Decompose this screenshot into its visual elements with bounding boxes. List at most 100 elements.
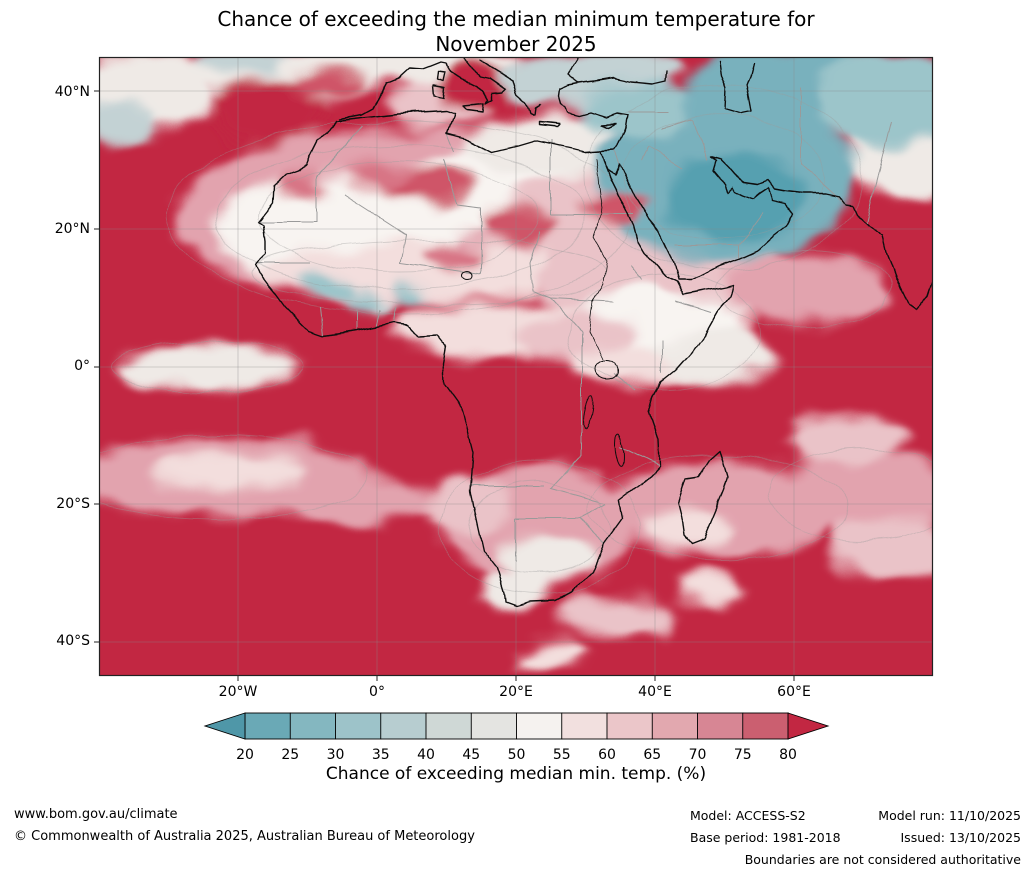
colorbar-tick-label: 35	[372, 747, 390, 763]
lat-tick-label: 20°S	[56, 496, 90, 512]
colorbar-tick-labels: 20 25 30 35 40 45 50 55 60 65 70 75 80	[236, 747, 797, 763]
field-blob-red	[351, 161, 411, 189]
lake-victoria	[594, 360, 618, 380]
colorbar-right-arrow	[787, 712, 830, 740]
africa-coastline	[255, 109, 735, 607]
colorbar-svg: 20 25 30 35 40 45 50 55 60 65 70 75 80	[203, 712, 830, 763]
lon-tick-label: 40°E	[638, 684, 672, 700]
colorbar-cell	[742, 712, 789, 740]
balkans-coastline	[480, 60, 514, 82]
chart-title: Chance of exceeding the median minimum t…	[99, 7, 933, 57]
colorbar-legend: 20 25 30 35 40 45 50 55 60 65 70 75 80	[203, 712, 831, 770]
colorbar-tick-label: 20	[236, 747, 254, 763]
field-blob-red	[214, 80, 324, 144]
field-blob	[509, 641, 589, 669]
footer-base-period: Base period: 1981-2018	[690, 830, 841, 845]
field-blob	[654, 329, 774, 385]
field-blob	[679, 574, 743, 604]
lake-malawi	[615, 434, 625, 466]
colorbar-tick-label: 50	[508, 747, 526, 763]
field-blob	[557, 597, 681, 637]
footer-copyright: © Commonwealth of Australia 2025, Austra…	[14, 829, 475, 844]
lat-tick-label: 0°	[74, 358, 90, 374]
colorbar-tick-label: 60	[598, 747, 616, 763]
colorbar-cells	[244, 712, 789, 740]
colorbar-cell	[380, 712, 427, 740]
field-blob	[479, 572, 549, 606]
lat-tick-label: 40°N	[54, 84, 90, 100]
colorbar-cell	[289, 712, 337, 740]
cyprus-outline	[600, 123, 618, 129]
colorbar-cell	[697, 712, 744, 740]
colorbar-tick-label: 80	[779, 747, 797, 763]
field-blob-teal	[394, 288, 428, 306]
field-blob	[99, 102, 159, 142]
field-blob-red	[278, 175, 330, 199]
colorbar-tick-label: 25	[281, 747, 299, 763]
colorbar-cell	[651, 712, 699, 740]
colorbar-tick-label: 30	[327, 747, 345, 763]
field-blob	[274, 473, 434, 525]
country-borders	[256, 87, 892, 562]
chart-title-line1: Chance of exceeding the median minimum t…	[217, 7, 815, 31]
footer-issued: Issued: 13/10/2025	[900, 830, 1022, 845]
field-blob	[194, 57, 304, 75]
colorbar-cell	[606, 712, 653, 740]
arabia-asia-coastline	[603, 156, 933, 312]
field-blob	[117, 345, 301, 389]
field-blob-red	[586, 193, 642, 221]
madagascar-outline	[677, 449, 729, 544]
field-blob-teal	[301, 272, 353, 298]
colorbar-tick-label: 65	[643, 747, 661, 763]
lat-tick-label: 20°N	[54, 221, 90, 237]
colorbar-tick-label: 45	[462, 747, 480, 763]
levant-turkey-coastline	[557, 88, 630, 152]
nile-river	[588, 159, 607, 361]
footer-disclaimer: Boundaries are not considered authoritat…	[744, 852, 1021, 867]
lon-tick-label: 60°E	[777, 684, 811, 700]
field-blob-teal	[664, 152, 804, 242]
field-blob	[427, 477, 511, 537]
field-blob-red	[481, 207, 557, 243]
lake-tanganyika	[583, 394, 595, 430]
axis-ticks	[94, 90, 795, 681]
field-blob	[149, 456, 309, 488]
colorbar-cell	[470, 712, 518, 740]
field-blob	[571, 347, 667, 387]
lon-tick-label: 20°E	[499, 684, 533, 700]
colorbar-label: Chance of exceeding median min. temp. (%…	[325, 764, 707, 784]
contour-lines	[99, 84, 933, 594]
black-sea-west-coastline	[567, 58, 580, 84]
colorbar-cell	[516, 712, 563, 740]
footer-model-run: Model run: 11/10/2025	[878, 808, 1021, 823]
colorbar-tick-label: 75	[734, 747, 752, 763]
field-blob	[829, 519, 933, 579]
europe-coastline	[338, 57, 507, 119]
probability-map-svg	[94, 56, 934, 681]
greece-coastline	[512, 80, 541, 116]
colorbar-cell	[244, 712, 291, 740]
field-blob-red	[424, 245, 484, 269]
coastlines	[255, 57, 933, 607]
sardinia-outline	[433, 84, 446, 99]
field-blob	[501, 533, 597, 581]
colorbar-tick-label: 40	[417, 747, 435, 763]
colorbar-cell	[425, 712, 472, 740]
corsica-outline	[436, 70, 446, 82]
sicily-outline	[462, 103, 484, 113]
field-blob	[772, 455, 933, 535]
field-blob	[784, 415, 904, 463]
map-frame	[98, 56, 934, 677]
field-blob	[722, 255, 886, 323]
caspian-outline	[718, 61, 755, 115]
footer-website: www.bom.gov.au/climate	[14, 807, 178, 822]
map-area	[94, 56, 934, 681]
colorbar-tick-label: 55	[553, 747, 571, 763]
crete-outline	[539, 121, 561, 128]
lon-tick-label: 0°	[369, 684, 385, 700]
colorbar-tick-label: 70	[689, 747, 707, 763]
colorbar-cell	[561, 712, 608, 740]
lat-tick-label: 40°S	[56, 633, 90, 649]
chart-title-line2: November 2025	[435, 32, 597, 56]
